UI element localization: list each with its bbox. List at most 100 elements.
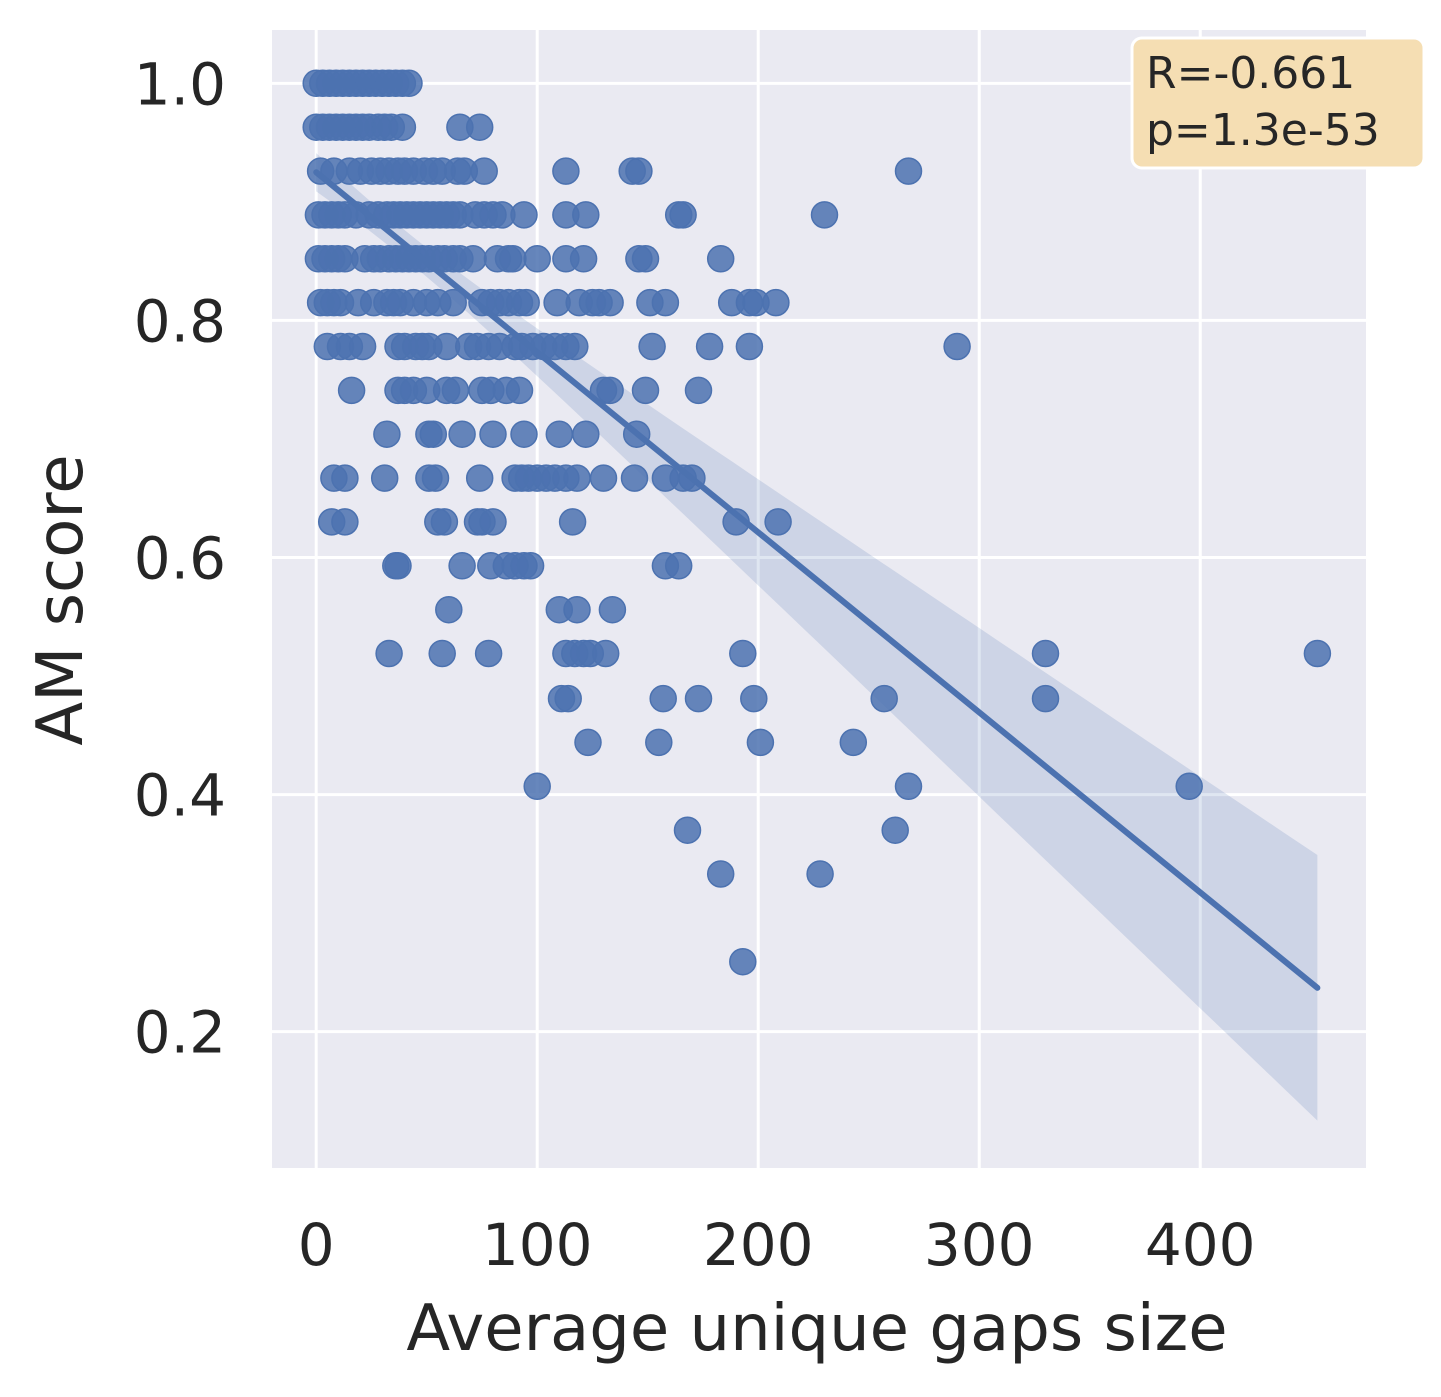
data-point bbox=[428, 639, 456, 668]
annotation-box bbox=[1130, 36, 1426, 170]
x-axis-label: Average unique gaps size bbox=[406, 1292, 1227, 1366]
data-point bbox=[620, 464, 649, 492]
data-point bbox=[806, 860, 834, 888]
data-point bbox=[510, 420, 538, 448]
data-point bbox=[684, 376, 713, 405]
data-point bbox=[881, 816, 909, 844]
data-point bbox=[631, 245, 660, 273]
data-point bbox=[479, 508, 507, 536]
data-point bbox=[563, 595, 591, 624]
data-point bbox=[459, 245, 487, 273]
data-point bbox=[1031, 684, 1060, 713]
data-point bbox=[448, 552, 476, 580]
data-point bbox=[388, 113, 417, 141]
x-tick-label: 200 bbox=[703, 1211, 814, 1279]
data-points bbox=[302, 69, 1332, 976]
data-point bbox=[552, 157, 580, 185]
data-point bbox=[465, 464, 494, 492]
data-point bbox=[625, 157, 653, 185]
data-point bbox=[474, 639, 503, 668]
regression-line bbox=[313, 169, 1321, 991]
data-point bbox=[735, 332, 764, 361]
data-point bbox=[554, 684, 582, 713]
data-point bbox=[384, 552, 412, 580]
data-point bbox=[510, 201, 538, 229]
y-tick-label: 0.6 bbox=[134, 525, 226, 593]
data-point bbox=[561, 332, 589, 361]
data-point bbox=[645, 728, 673, 757]
data-point bbox=[729, 947, 757, 976]
data-point bbox=[499, 245, 527, 273]
data-point bbox=[596, 288, 624, 317]
data-point bbox=[512, 288, 540, 317]
data-point bbox=[596, 376, 624, 405]
data-point bbox=[470, 157, 498, 185]
x-tick-label: 300 bbox=[924, 1211, 1035, 1279]
data-point bbox=[465, 113, 494, 141]
y-tick-label: 0.8 bbox=[134, 287, 226, 355]
x-tick-label: 400 bbox=[1145, 1211, 1256, 1279]
data-point bbox=[649, 684, 677, 713]
data-point bbox=[894, 157, 923, 185]
stats-annotation: R=-0.661 p=1.3e-53 bbox=[1130, 36, 1426, 170]
data-point bbox=[430, 508, 459, 536]
data-point bbox=[419, 420, 448, 448]
x-tick-label: 100 bbox=[482, 1211, 593, 1279]
y-tick-label: 0.2 bbox=[134, 999, 226, 1067]
data-point bbox=[523, 245, 551, 273]
data-point bbox=[435, 595, 463, 624]
data-point bbox=[684, 684, 713, 713]
y-tick-labels: 0.2 0.4 0.6 0.8 1.0 bbox=[134, 50, 226, 1066]
data-point bbox=[373, 420, 401, 448]
data-point bbox=[706, 860, 735, 888]
data-point bbox=[870, 684, 898, 713]
data-point bbox=[331, 508, 359, 536]
data-point bbox=[1175, 772, 1203, 801]
data-point bbox=[545, 420, 574, 448]
data-point bbox=[395, 69, 423, 98]
data-point bbox=[591, 639, 620, 668]
data-point bbox=[505, 376, 534, 405]
data-point bbox=[1303, 639, 1332, 668]
data-point bbox=[574, 728, 602, 757]
data-point bbox=[695, 332, 724, 361]
y-tick-label: 1.0 bbox=[134, 50, 226, 118]
data-point bbox=[651, 288, 680, 317]
data-point bbox=[331, 464, 359, 492]
annotation-p-value: p=1.3e-53 bbox=[1146, 105, 1380, 156]
data-point bbox=[894, 772, 923, 801]
data-point bbox=[631, 376, 660, 405]
data-point bbox=[746, 728, 775, 757]
data-point bbox=[439, 288, 467, 317]
data-point bbox=[558, 508, 587, 536]
data-point bbox=[669, 201, 697, 229]
data-point bbox=[673, 816, 702, 844]
data-point bbox=[563, 464, 591, 492]
data-point bbox=[421, 464, 450, 492]
data-point bbox=[943, 332, 971, 361]
data-point bbox=[762, 288, 790, 317]
data-point bbox=[479, 420, 507, 448]
data-point bbox=[337, 376, 366, 405]
y-tick-label: 0.4 bbox=[134, 762, 226, 830]
data-point bbox=[810, 201, 839, 229]
data-point bbox=[598, 595, 627, 624]
data-point bbox=[729, 639, 757, 668]
data-point bbox=[740, 684, 768, 713]
data-point bbox=[572, 201, 600, 229]
data-point bbox=[348, 332, 377, 361]
data-point bbox=[375, 639, 403, 668]
data-point bbox=[572, 420, 600, 448]
data-point bbox=[839, 728, 868, 757]
data-point bbox=[706, 245, 735, 273]
data-point bbox=[764, 508, 792, 536]
confidence-band bbox=[316, 153, 1318, 1121]
data-point bbox=[448, 420, 476, 448]
data-point bbox=[516, 552, 545, 580]
data-point bbox=[370, 464, 399, 492]
x-tick-labels: 0 100 200 300 400 bbox=[298, 1211, 1256, 1279]
x-tick-label: 0 bbox=[298, 1211, 335, 1279]
data-point bbox=[638, 332, 666, 361]
data-point bbox=[569, 245, 598, 273]
